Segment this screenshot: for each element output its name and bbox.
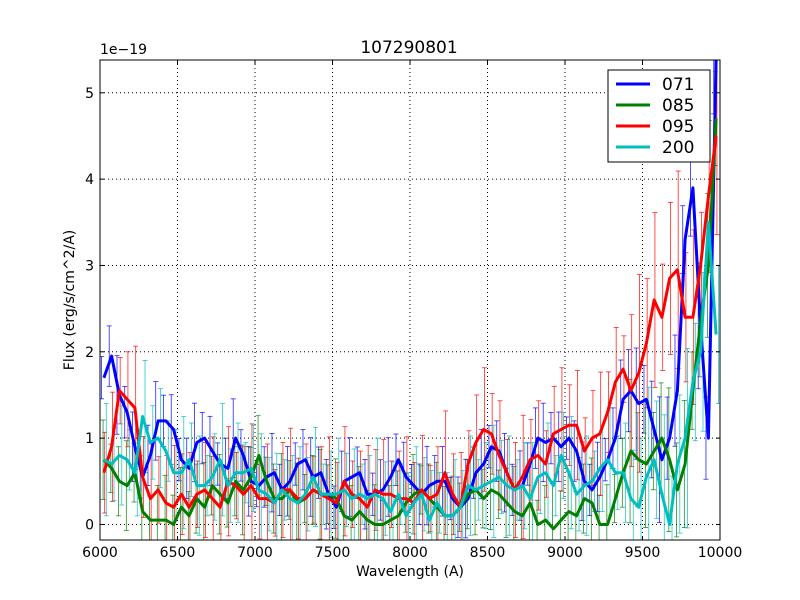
series-line-095	[102, 135, 718, 509]
y-tick-label: 3	[85, 258, 94, 274]
x-tick-label: 9500	[625, 545, 661, 561]
x-tick-label: 9000	[547, 545, 583, 561]
y-axis-ticks: 0 1 2 3 4 5	[85, 86, 720, 533]
x-tick-label: 10000	[698, 545, 743, 561]
legend-label-095: 095	[662, 117, 694, 137]
series-layer	[100, 60, 720, 540]
legend-label-071: 071	[662, 75, 694, 95]
series-line-085	[102, 118, 718, 531]
x-tick-label: 6500	[160, 545, 196, 561]
x-tick-label: 8000	[392, 545, 428, 561]
x-tick-label: 7500	[315, 545, 351, 561]
y-axis-label: Flux (erg/s/cm^2/A)	[62, 230, 78, 370]
x-axis-ticks: 6000 6500 7000 7500 8000 8500 9000 9500 10000	[82, 60, 742, 561]
x-tick-label: 7000	[237, 545, 273, 561]
y-tick-label: 5	[85, 86, 94, 102]
y-tick-label: 1	[85, 431, 94, 447]
legend-label-085: 085	[662, 96, 694, 116]
legend-label-200: 200	[662, 138, 694, 158]
y-tick-label: 4	[85, 172, 94, 188]
y-offset-label: 1e−19	[100, 42, 147, 58]
x-axis-label: Wavelength (A)	[356, 564, 464, 580]
x-tick-label: 8500	[470, 545, 506, 561]
x-tick-label: 6000	[82, 545, 118, 561]
series-line-071	[102, 60, 718, 509]
y-tick-label: 2	[85, 345, 94, 361]
y-tick-label: 0	[85, 517, 94, 533]
series-line-200	[103, 220, 718, 526]
chart-title: 107290801	[360, 38, 457, 58]
